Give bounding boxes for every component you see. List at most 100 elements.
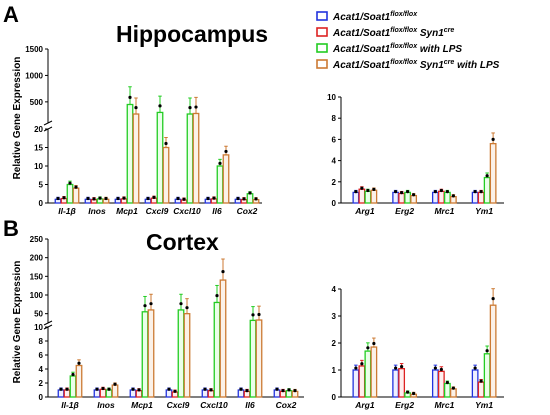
- y-tick-label: 5: [39, 181, 44, 190]
- data-point: [354, 366, 358, 370]
- data-point: [74, 185, 78, 189]
- data-point: [439, 188, 443, 193]
- data-point: [433, 190, 437, 194]
- data-point: [143, 304, 147, 308]
- y-tick-label: 8: [39, 337, 44, 346]
- x-tick-label: Ym1: [475, 400, 493, 410]
- data-point: [366, 188, 370, 193]
- legend-entry: Acat1/Soat1flox/flox Syn1cre: [332, 27, 454, 39]
- legend-swatch: [316, 11, 328, 21]
- data-point: [122, 196, 126, 200]
- bar: [370, 346, 378, 398]
- data-point: [203, 387, 207, 391]
- y-tick-label: 4: [332, 285, 337, 294]
- x-tick-label: Erg2: [395, 400, 414, 410]
- x-tick-label: Cxcl10: [200, 400, 228, 410]
- x-tick-label: Cxcl9: [167, 400, 190, 410]
- y-tick-label: 8: [332, 114, 337, 123]
- y-tick-label: 10: [327, 93, 336, 102]
- data-point: [131, 387, 135, 391]
- data-point: [59, 387, 63, 391]
- y-tick-label: 6: [332, 135, 337, 144]
- data-point: [254, 197, 258, 201]
- bar: [291, 390, 299, 398]
- x-tick-label: Mrc1: [434, 400, 454, 410]
- bar: [431, 191, 439, 204]
- bar: [57, 389, 65, 398]
- data-point: [445, 190, 449, 194]
- data-point: [491, 296, 495, 301]
- y-tick-label: 500: [30, 98, 44, 107]
- bar: [352, 369, 360, 398]
- bar: [471, 191, 479, 204]
- data-point: [360, 362, 364, 366]
- data-point: [77, 361, 81, 365]
- x-tick-label: Ym1: [475, 206, 493, 216]
- bar: [249, 319, 257, 398]
- data-point: [479, 190, 483, 194]
- data-point: [134, 106, 138, 110]
- panel-a-label: A: [3, 2, 19, 27]
- data-point: [149, 302, 153, 306]
- panel-a-main-plot: 0 5 10 15 20 500 1000 1500 Il-1β Inos Mcp1 Cxcl9 Cxc…: [25, 45, 262, 216]
- data-point: [137, 388, 141, 392]
- bar: [370, 189, 378, 204]
- bar: [156, 111, 164, 204]
- data-point: [242, 197, 246, 201]
- x-tick-label: Mcp1: [116, 206, 138, 216]
- x-tick-label: Inos: [88, 206, 106, 216]
- bar: [105, 389, 113, 398]
- bar: [132, 113, 140, 204]
- y-tick-label: 1500: [25, 45, 43, 54]
- legend-entry: Acat1/Soat1flox/flox: [332, 11, 418, 23]
- y-tick-label: 0: [332, 199, 337, 208]
- bar: [219, 279, 227, 398]
- y-tick-label: 4: [39, 365, 44, 374]
- bar: [443, 191, 451, 204]
- panel-b-side-plot: 0 1 2 3 4 Arg1 Erg2 Mrc1 Ym1: [332, 285, 504, 410]
- bar: [449, 388, 457, 398]
- data-point: [56, 196, 60, 201]
- bar: [129, 389, 137, 398]
- y-tick-label: 0: [39, 199, 44, 208]
- bar: [437, 190, 445, 204]
- bar: [279, 390, 287, 398]
- y-tick-label: 1000: [25, 71, 43, 80]
- data-point: [167, 387, 171, 391]
- data-point: [158, 104, 162, 108]
- y-tick-label: 0: [39, 393, 44, 402]
- bar: [392, 369, 400, 398]
- data-point: [206, 196, 210, 201]
- data-point: [188, 106, 192, 110]
- x-tick-label: Cox2: [237, 206, 258, 216]
- y-tick-label: 15: [34, 144, 43, 153]
- bar: [111, 384, 119, 398]
- bar: [201, 389, 209, 398]
- y-tick-label: 1: [332, 366, 337, 375]
- bar: [404, 191, 412, 204]
- data-point: [209, 388, 213, 392]
- data-point: [445, 380, 449, 385]
- panel-b-title: Cortex: [146, 229, 219, 255]
- data-point: [394, 366, 398, 370]
- bar: [358, 188, 366, 204]
- data-point: [86, 196, 90, 201]
- bar: [398, 367, 406, 398]
- bar: [443, 382, 451, 398]
- axis-break: [43, 320, 53, 326]
- data-point: [451, 386, 455, 390]
- y-tick-label: 20: [34, 125, 43, 134]
- bar: [437, 370, 445, 398]
- bar: [483, 353, 491, 398]
- legend-swatch: [316, 27, 328, 37]
- data-point: [485, 349, 489, 353]
- x-tick-label: Cxcl10: [173, 206, 201, 216]
- legend-swatch: [316, 59, 328, 69]
- y-tick-label: 50: [34, 310, 43, 319]
- data-point: [251, 313, 255, 317]
- data-point: [372, 341, 376, 346]
- data-point: [245, 389, 249, 393]
- data-point: [176, 196, 180, 201]
